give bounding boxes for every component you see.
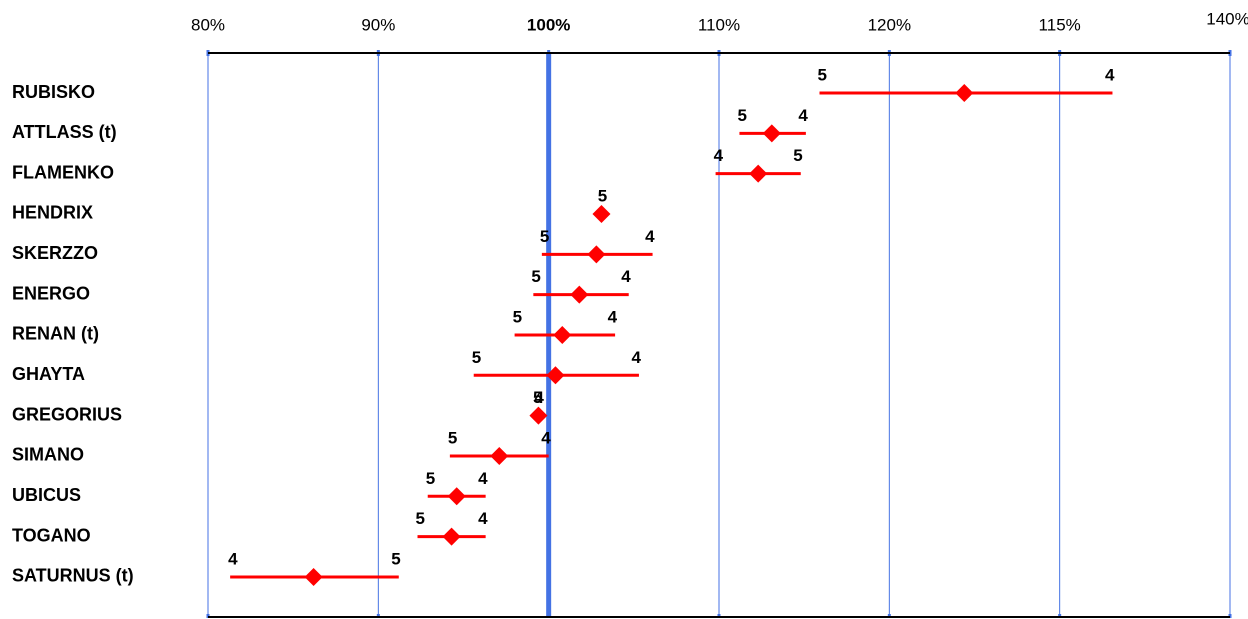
point [447, 487, 466, 506]
category-label: GREGORIUS [12, 404, 122, 424]
low-label: 5 [817, 65, 826, 84]
x-tick-label: 80% [191, 15, 225, 34]
high-label: 4 [798, 106, 808, 125]
point [955, 84, 974, 102]
point [442, 527, 461, 546]
category-label: SIMANO [12, 445, 84, 465]
point [553, 325, 572, 344]
high-label: 4 [534, 388, 544, 407]
high-label: 5 [793, 146, 802, 165]
point [304, 567, 323, 586]
point [546, 366, 565, 385]
category-label: SKERZZO [12, 243, 98, 263]
category-label: RENAN (t) [12, 324, 99, 344]
low-label: 5 [540, 227, 549, 246]
high-label: 4 [541, 428, 551, 447]
low-label: 5 [426, 469, 435, 488]
point [570, 285, 589, 304]
x-tick-label: 100% [527, 15, 570, 34]
high-label: 4 [478, 469, 488, 488]
high-label: 5 [391, 549, 400, 568]
point [592, 204, 611, 223]
point [529, 406, 548, 425]
low-label: 5 [472, 348, 481, 367]
category-label: RUBISKO [12, 82, 95, 102]
low-label: 5 [416, 509, 425, 528]
low-label: 5 [448, 428, 457, 447]
low-label: 5 [513, 307, 522, 326]
category-label: ENERGO [12, 283, 90, 303]
category-label: TOGANO [12, 525, 91, 545]
x-tick-label: 90% [361, 15, 395, 34]
point [490, 446, 509, 465]
low-label: 5 [531, 267, 540, 286]
category-label: UBICUS [12, 485, 81, 505]
high-label: 4 [621, 267, 631, 286]
high-label: 4 [645, 227, 655, 246]
x-tick-label: 120% [868, 15, 911, 34]
high-label: 4 [478, 509, 488, 528]
high-label: 4 [631, 348, 641, 367]
point [749, 164, 768, 183]
low-label: 4 [228, 549, 238, 568]
low-label: 5 [598, 186, 607, 205]
point [587, 245, 606, 264]
high-label: 4 [1105, 65, 1115, 84]
category-label: HENDRIX [12, 203, 93, 223]
low-label: 5 [533, 388, 542, 407]
x-tick-label: 115% [1039, 15, 1081, 34]
x-tick-label: 140% [1206, 9, 1248, 28]
category-label: GHAYTA [12, 364, 85, 384]
low-label: 4 [714, 146, 724, 165]
category-label: SATURNUS (t) [12, 566, 134, 586]
category-label: FLAMENKO [12, 162, 114, 182]
point [762, 124, 781, 143]
category-label: ATTLASS (t) [12, 122, 117, 142]
high-label: 4 [608, 307, 618, 326]
x-tick-label: 110% [698, 15, 740, 34]
low-label: 5 [737, 106, 746, 125]
